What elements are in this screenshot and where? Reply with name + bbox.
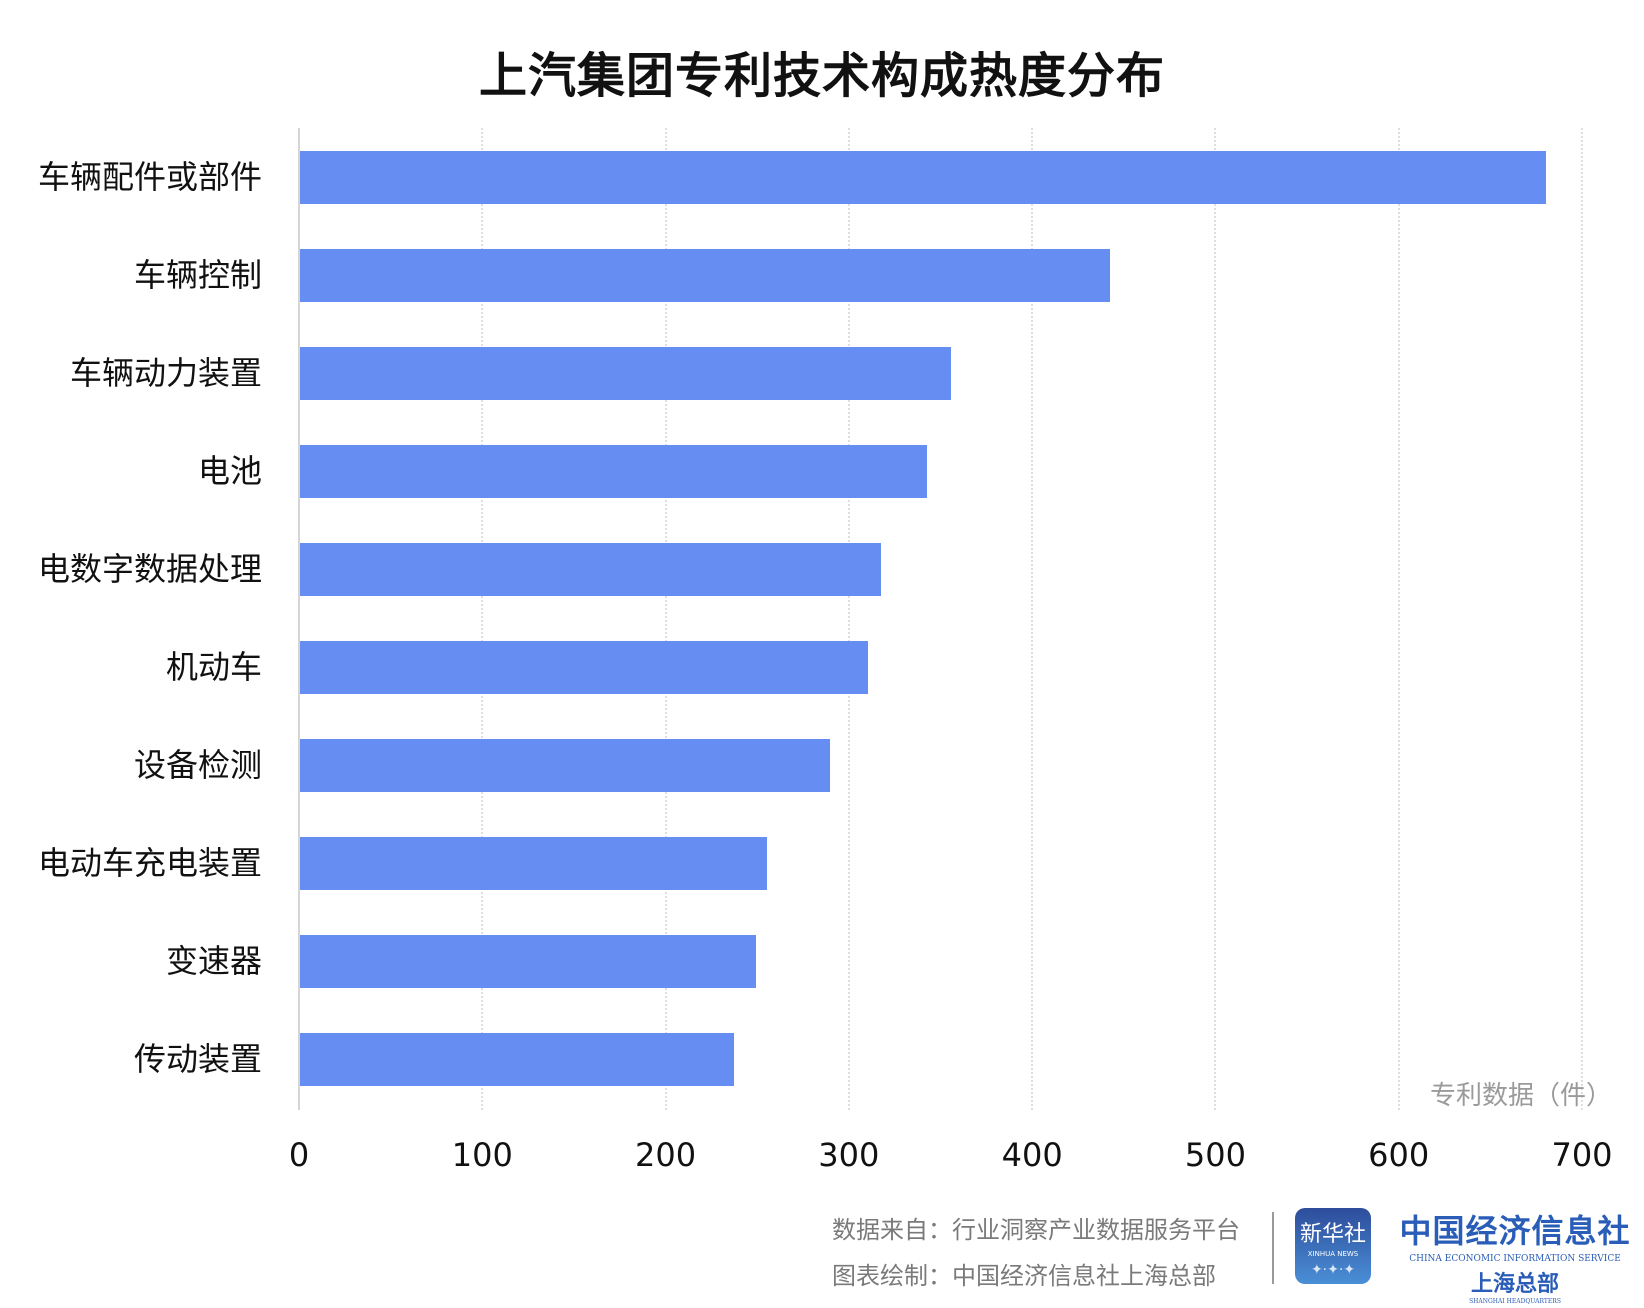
gridline — [1031, 128, 1034, 1110]
data-source: 数据来自：行业洞察产业数据服务平台 — [832, 1216, 1240, 1244]
ceis-logo-hq: 上海总部 — [1470, 1271, 1559, 1297]
xinhua-logo: 新华社 XINHUA NEWS ✦·✦·✦ — [1295, 1208, 1371, 1284]
ceis-logo-en: CHINA ECONOMIC INFORMATION SERVICE — [1409, 1254, 1621, 1264]
gridline — [1397, 128, 1400, 1110]
xinhua-logo-cn: 新华社 — [1299, 1222, 1366, 1247]
bar — [300, 543, 882, 596]
bar — [300, 641, 869, 694]
xinhua-logo-en: XINHUA NEWS — [1307, 1250, 1359, 1258]
category-label: 变速器 — [165, 942, 262, 980]
footer-divider — [1272, 1212, 1274, 1284]
category-label: 设备检测 — [133, 746, 262, 784]
ceis-logo-cn: 中国经济信息社 — [1399, 1212, 1631, 1250]
ceis-logo-hq-en: SHANGHAI HEADQUARTERS — [1469, 1298, 1561, 1305]
x-axis-unit-label: 专利数据（件） — [1430, 1081, 1613, 1111]
gridline — [847, 128, 850, 1110]
gridline — [1214, 128, 1217, 1110]
category-label: 车辆配件或部件 — [37, 158, 262, 196]
bar — [300, 445, 927, 498]
chart-title: 上汽集团专利技术构成热度分布 — [478, 48, 1165, 104]
x-tick-label: 600 — [1368, 1136, 1430, 1174]
x-tick-label: 0 — [288, 1136, 310, 1174]
network-globe-icon: ✦·✦·✦ — [1310, 1262, 1356, 1278]
x-tick-label: 400 — [1001, 1136, 1063, 1174]
bar — [300, 837, 768, 890]
gridline — [664, 128, 667, 1110]
category-label: 机动车 — [165, 648, 262, 686]
bar — [300, 151, 1547, 204]
bar — [300, 739, 830, 792]
category-label: 车辆控制 — [133, 256, 262, 294]
y-axis-line — [298, 128, 300, 1110]
category-label: 传动装置 — [133, 1040, 262, 1078]
x-tick-label: 700 — [1551, 1136, 1613, 1174]
bar — [300, 347, 951, 400]
bar — [300, 249, 1111, 302]
x-tick-label: 300 — [818, 1136, 880, 1174]
gridline — [481, 128, 484, 1110]
bar — [300, 1033, 735, 1086]
ceis-logo: 中国经济信息社 CHINA ECONOMIC INFORMATION SERVI… — [1390, 1206, 1640, 1305]
category-label: 车辆动力装置 — [69, 354, 262, 392]
x-tick-label: 100 — [451, 1136, 513, 1174]
category-label: 电动车充电装置 — [37, 844, 262, 882]
gridline — [1581, 128, 1583, 1110]
category-label: 电池 — [197, 452, 262, 490]
bar — [300, 935, 757, 988]
x-tick-label: 200 — [635, 1136, 697, 1174]
category-label: 电数字数据处理 — [37, 550, 262, 588]
x-tick-label: 500 — [1184, 1136, 1246, 1174]
chart-credit: 图表绘制：中国经济信息社上海总部 — [832, 1262, 1216, 1290]
